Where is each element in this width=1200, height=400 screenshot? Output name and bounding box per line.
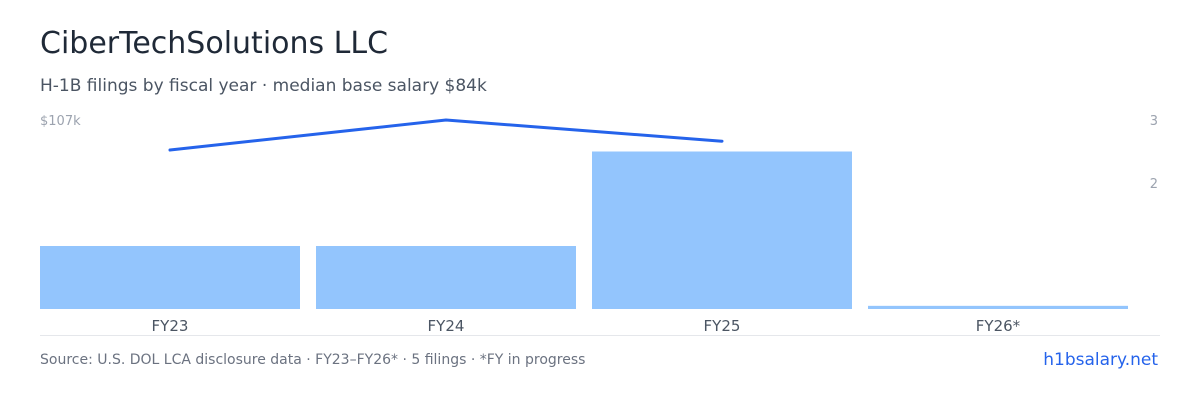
salary-line <box>168 118 724 152</box>
bar-fy25 <box>592 151 852 309</box>
left-axis-tick-label: $107k <box>40 114 81 129</box>
x-tick-label: FY24 <box>428 317 465 335</box>
footer-source: Source: U.S. DOL LCA disclosure data · F… <box>40 352 586 368</box>
bar-fy26 <box>868 305 1128 309</box>
footer-brand-link[interactable]: h1bsalary.net <box>1043 350 1158 370</box>
chart-title: CiberTechSolutions LLC <box>40 26 389 61</box>
right-axis-tick-label: 2 <box>1150 177 1158 192</box>
x-tick-label: FY23 <box>152 317 189 335</box>
bar-fy24 <box>316 246 576 309</box>
bar-fy23 <box>40 246 300 309</box>
x-tick-label: FY25 <box>704 317 741 335</box>
right-axis-tick-label: 3 <box>1150 114 1158 129</box>
chart-subtitle: H-1B filings by fiscal year · median bas… <box>40 76 487 96</box>
x-tick-label: FY26* <box>976 317 1021 335</box>
